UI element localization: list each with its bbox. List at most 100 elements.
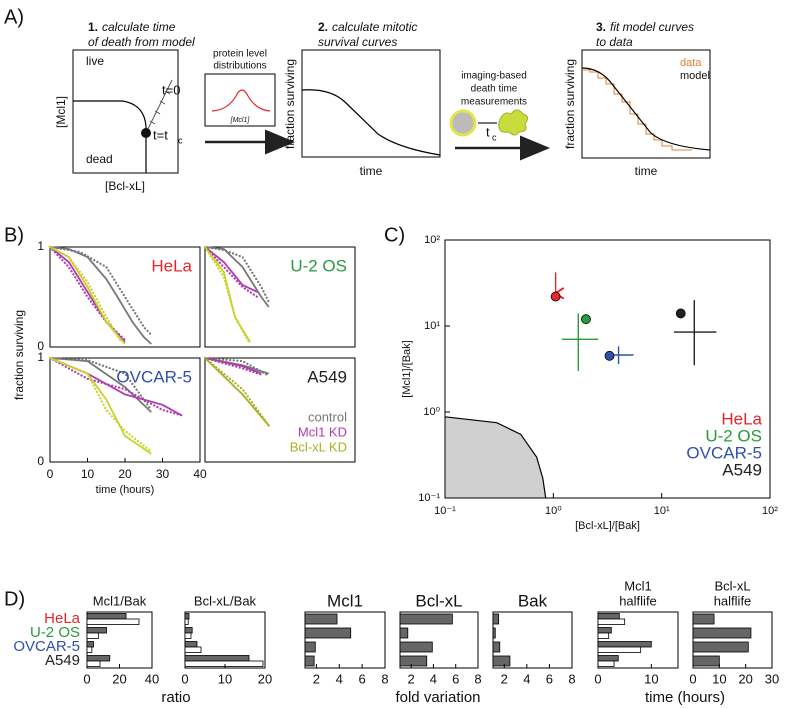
chart-title: Bcl-xL [714,578,750,593]
chart-title: Mcl1/Bak [93,593,147,608]
caption: imaging-based [461,71,527,82]
bar [597,613,620,620]
data-line [48,245,153,337]
distribution-box [204,73,276,127]
x-tick-label: 20 [118,467,132,481]
x-tick-label: 10¹ [654,505,670,517]
bar [184,641,198,648]
x-tick-label: 2 [501,671,508,686]
time-subscript: c [492,132,497,142]
x-tick-label: 20 [258,671,272,686]
chart-title: Bak [518,591,548,610]
y-tick-label: 10⁻¹ [418,492,440,504]
caption: protein level [213,49,267,60]
bar [597,655,619,662]
bar [492,627,496,639]
region-boundary [444,416,547,499]
x-tick-label: 8 [474,671,481,686]
group-label: ratio [161,689,190,706]
model-line [49,246,152,345]
point [675,308,686,319]
group-label: time (hours) [645,689,725,706]
bar [86,641,94,648]
category-label: HeLa [44,610,81,627]
step-text: calculate mitotic [332,20,417,34]
plot-frame [204,357,356,463]
time-subscript: c [178,135,183,145]
category-label: OVCAR-5 [13,638,80,655]
step-text: calculate time [102,20,176,34]
diagram-box [301,49,441,158]
panel-label: C) [384,224,405,246]
legend-entry: model [680,70,710,82]
y-tick-label: 0 [37,454,44,468]
bar [399,613,453,625]
x-tick-label: 4 [523,671,530,686]
axis-label: time [360,164,383,178]
data-line [203,245,259,299]
chart-title: A549 [307,367,347,386]
bar [86,618,140,625]
x-tick-label: 6 [452,671,459,686]
legend-entry: OVCAR-5 [686,443,762,462]
panel-label: D) [4,588,25,610]
data-line [48,356,153,412]
dead-cell-icon [498,109,529,136]
x-tick-label: 0 [689,671,696,686]
distribution-curve [211,89,271,112]
x-tick-label: 10 [218,671,232,686]
step-number: 1. [88,20,98,34]
group-label: fold variation [395,689,480,706]
legend-entry: HeLa [721,409,762,428]
x-tick-label: 10⁰ [545,505,562,517]
panel-label: B) [4,224,24,246]
bar [184,655,250,662]
x-tick-label: 0 [47,467,54,481]
model-line [204,246,270,308]
bar [86,660,101,667]
x-tick-label: 10⁻¹ [434,505,456,517]
y-tick-label: 10⁰ [423,406,440,418]
bar [597,632,610,639]
trajectory-ticks [149,90,171,125]
bar [597,618,626,625]
chart-title: U-2 OS [290,256,347,275]
x-tick-label: 30 [765,671,779,686]
category-label: A549 [45,652,80,669]
y-tick-label: 10² [424,234,440,246]
plot-frame [49,246,201,348]
legend-entry: data [680,57,702,69]
model-line [204,246,258,293]
bar [597,660,615,667]
axis-label: time [635,164,658,178]
diagram-box [72,49,179,174]
point [550,291,561,302]
x-tick-label: 0 [181,671,188,686]
death-point [141,128,151,138]
bar [492,641,501,653]
axis-label: fraction surviving [563,59,577,149]
x-tick-label: 20 [112,671,126,686]
legend-entry: A549 [722,460,762,479]
plot-frame [399,611,479,669]
point [581,314,591,325]
x-tick-label: 6 [359,671,366,686]
chart-title: HeLa [151,256,192,275]
x-tick-label: 2 [313,671,320,686]
data-line [203,356,263,376]
data-line [203,356,270,377]
x-tick-label: 40 [145,671,159,686]
step-text: to data [596,35,633,49]
region-label: dead [86,152,113,166]
step-text: survival curves [318,35,397,49]
bar [86,613,127,620]
model-curve [581,67,711,151]
category-label: U-2 OS [30,624,80,641]
bar [399,627,409,639]
plot-frame [444,239,771,499]
bar [399,641,433,653]
x-tick-label: 10 [81,467,95,481]
bar [184,613,190,620]
x-tick-label: 0 [83,671,90,686]
